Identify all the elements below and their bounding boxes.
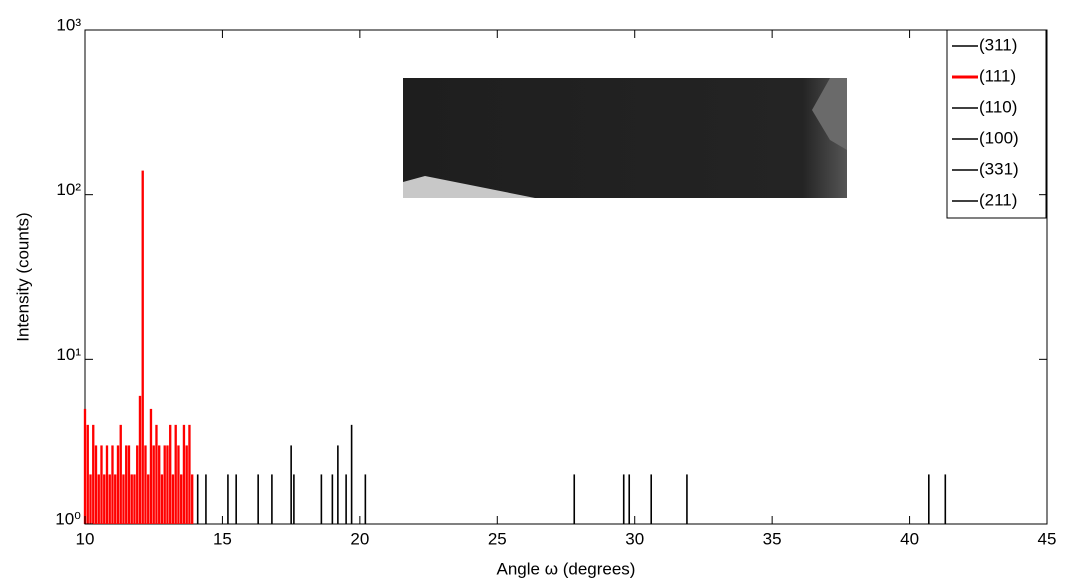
spike: [257, 474, 259, 524]
spike: [86, 424, 89, 524]
spike: [180, 474, 183, 524]
spike: [573, 474, 576, 524]
spike: [185, 445, 188, 524]
legend-label: (111): [979, 66, 1016, 85]
legend-label: (331): [979, 159, 1019, 178]
spike: [174, 424, 177, 524]
y-tick-label: 10³: [56, 15, 81, 34]
spike: [89, 474, 92, 524]
spike: [182, 424, 186, 524]
legend-label: (110): [979, 97, 1017, 116]
y-tick-label: 10⁰: [55, 509, 81, 528]
spike: [136, 445, 139, 524]
spike: [119, 424, 122, 524]
legend-label: (311): [979, 35, 1017, 54]
x-tick-label: 35: [763, 529, 782, 548]
x-tick-label: 25: [488, 529, 507, 548]
spike: [103, 474, 106, 524]
x-tick-label: 10: [76, 529, 95, 548]
spike: [196, 474, 199, 524]
spike: [94, 445, 98, 524]
spike: [105, 445, 109, 524]
spike: [141, 170, 144, 524]
spike: [293, 474, 295, 524]
spike: [147, 474, 150, 524]
spike: [331, 474, 334, 524]
spike: [686, 474, 688, 524]
x-tick-label: 30: [625, 529, 644, 548]
x-tick-label: 20: [350, 529, 369, 548]
spike: [122, 474, 125, 524]
spike: [337, 445, 339, 524]
spike: [111, 445, 114, 524]
legend: [946, 29, 1047, 219]
spike: [155, 424, 158, 524]
spike: [158, 445, 161, 524]
spike: [345, 474, 347, 524]
legend-label: (100): [979, 128, 1019, 147]
spike: [97, 474, 100, 524]
x-tick-label: 15: [213, 529, 232, 548]
y-tick-label: 10¹: [56, 345, 81, 364]
x-tick-label: 45: [1038, 529, 1057, 548]
spike: [364, 474, 367, 524]
spike: [92, 424, 95, 524]
y-tick-label: 10²: [56, 180, 81, 199]
spike: [350, 424, 353, 524]
spike: [130, 474, 133, 524]
spike: [163, 445, 166, 524]
x-tick-label: 40: [900, 529, 919, 548]
spike: [166, 445, 169, 524]
spike: [108, 474, 111, 524]
spike: [133, 474, 136, 524]
spike: [116, 445, 120, 524]
inset-image: [403, 78, 847, 198]
spike: [191, 474, 194, 524]
spike: [271, 474, 273, 524]
spike: [127, 445, 131, 524]
spike: [114, 474, 117, 524]
spike: [160, 474, 164, 524]
spike: [171, 474, 175, 524]
y-axis-label: Intensity (counts): [13, 212, 32, 341]
spike: [320, 474, 323, 524]
spike: [227, 474, 229, 524]
spike: [650, 474, 653, 524]
spike: [152, 445, 155, 524]
spike: [149, 408, 153, 524]
spike: [290, 445, 292, 524]
spike: [144, 445, 147, 524]
spike: [205, 474, 207, 524]
spike: [235, 474, 237, 524]
spike: [188, 424, 191, 524]
spike: [125, 445, 128, 524]
legend-label: (211): [979, 190, 1017, 209]
spike: [622, 474, 625, 524]
spike: [138, 395, 142, 524]
spike: [83, 408, 87, 524]
spike: [628, 474, 631, 524]
x-axis-label: Angle ω (degrees): [497, 559, 636, 578]
spike: [928, 474, 930, 524]
spike: [100, 445, 103, 524]
spike: [177, 445, 180, 524]
spike: [169, 424, 172, 524]
spike: [944, 474, 947, 524]
